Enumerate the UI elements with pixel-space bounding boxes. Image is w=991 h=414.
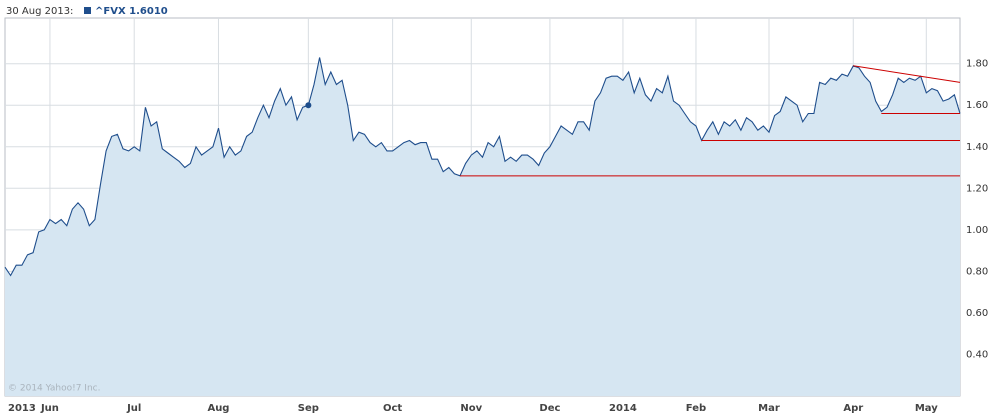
x-tick-label: Apr xyxy=(843,403,863,414)
trend-line xyxy=(853,65,961,83)
x-tick-label: Sep xyxy=(298,403,319,414)
y-tick-label: 0.60 xyxy=(966,308,988,319)
y-tick-label: 1.40 xyxy=(966,142,988,153)
header-date: 30 Aug 2013: xyxy=(6,6,73,17)
y-tick-label: 1.60 xyxy=(966,100,988,111)
y-tick-label: 1.00 xyxy=(966,225,988,236)
y-tick-label: 1.80 xyxy=(966,59,988,70)
x-tick-label: Mar xyxy=(758,403,780,414)
x-tick-label: Nov xyxy=(460,403,482,414)
hover-marker xyxy=(305,102,312,109)
header-quote: ^FVX 1.6010 xyxy=(95,6,168,17)
x-tick-label: Aug xyxy=(207,403,229,414)
x-tick-label: Oct xyxy=(383,403,402,414)
price-line xyxy=(4,57,961,277)
x-tick-label: 2013 xyxy=(8,403,36,414)
area-fill xyxy=(5,57,960,396)
x-tick-label: 2014 xyxy=(609,403,637,414)
x-tick-label: Dec xyxy=(539,403,560,414)
y-tick-label: 1.20 xyxy=(966,183,988,194)
x-tick-label: Jun xyxy=(40,403,59,414)
x-tick-label: Feb xyxy=(686,403,706,414)
watermark: © 2014 Yahoo!7 Inc. xyxy=(8,384,100,394)
legend-swatch xyxy=(84,7,91,14)
y-tick-label: 0.80 xyxy=(966,266,988,277)
x-tick-label: Jul xyxy=(126,403,141,414)
x-tick-label: May xyxy=(915,403,938,414)
y-tick-label: 0.40 xyxy=(966,349,988,360)
